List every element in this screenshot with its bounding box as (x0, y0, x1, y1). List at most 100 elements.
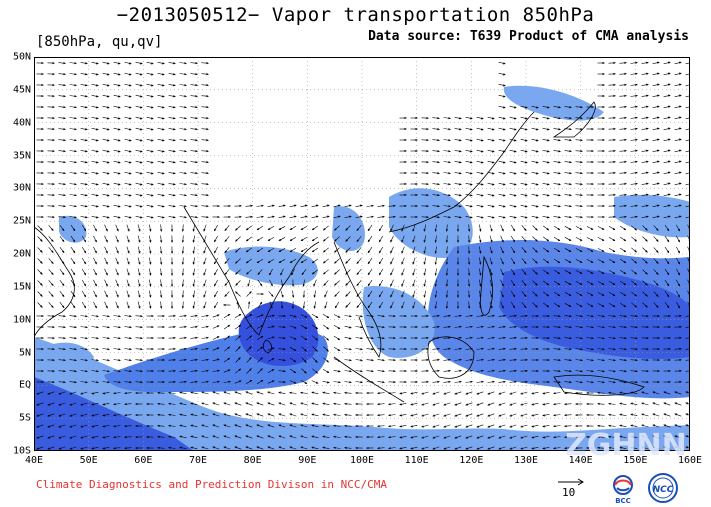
flux-arrow (619, 325, 627, 329)
flux-arrow (149, 279, 152, 287)
flux-arrow (234, 402, 242, 406)
flux-arrow (608, 315, 616, 318)
flux-arrow (498, 138, 506, 142)
flux-arrow (289, 347, 297, 351)
flux-arrow (377, 358, 385, 362)
flux-arrow (434, 301, 437, 309)
flux-arrow (91, 326, 99, 329)
flux-arrow (597, 337, 605, 340)
shade-area-south-dark (34, 377, 194, 451)
flux-arrow (224, 225, 230, 231)
flux-arrow (432, 215, 440, 219)
flux-arrow (467, 257, 471, 265)
flux-arrow (487, 149, 495, 153)
flux-arrow (300, 225, 308, 231)
flux-arrow (201, 193, 209, 197)
flux-arrow (399, 403, 407, 406)
flux-arrow (113, 193, 121, 197)
flux-arrow (289, 402, 297, 406)
flux-arrow (434, 268, 437, 276)
flux-arrow (663, 160, 671, 164)
flux-arrow (510, 235, 516, 243)
flux-arrow (345, 236, 351, 242)
flux-arrow (323, 269, 329, 275)
flux-arrow (201, 127, 209, 131)
flux-arrow (311, 236, 319, 242)
flux-arrow (36, 391, 44, 395)
flux-arrow (267, 226, 275, 230)
flux-arrow (575, 171, 583, 175)
flux-arrow (333, 402, 341, 405)
flux-arrow (498, 424, 506, 428)
flux-arrow (344, 413, 352, 417)
flux-arrow (663, 391, 671, 395)
flux-arrow (278, 391, 286, 394)
flux-arrow (642, 236, 648, 242)
flux-arrow (454, 194, 462, 197)
lon-tick-label: 160E (677, 455, 703, 466)
flux-arrow (664, 246, 670, 254)
flux-arrow (179, 161, 187, 164)
flux-arrow (36, 424, 44, 428)
flux-arrow (663, 83, 671, 87)
flux-arrow (135, 193, 143, 197)
flux-arrow (553, 302, 561, 308)
flux-arrow (146, 61, 154, 65)
flux-arrow (479, 279, 482, 287)
svg-text:ZGHNN: ZGHNN (565, 428, 687, 463)
flux-arrow (302, 279, 305, 287)
flux-arrow (664, 290, 670, 298)
flux-arrow (157, 161, 165, 164)
flux-arrow (168, 446, 176, 449)
flux-arrow (311, 225, 319, 231)
flux-arrow (278, 369, 286, 373)
flux-arrow (181, 257, 185, 265)
flux-arrow (619, 138, 627, 142)
lon-tick-label: 40E (24, 455, 44, 466)
flux-arrow (137, 268, 141, 276)
flux-arrow (509, 215, 517, 219)
lon-tick-label: 90E (298, 455, 317, 466)
flux-arrow (467, 235, 471, 243)
flux-arrow (487, 446, 495, 450)
flux-arrow (179, 402, 187, 405)
flux-arrow (434, 279, 437, 287)
flux-arrow (608, 280, 616, 286)
flux-arrow (542, 183, 550, 186)
flux-arrow (168, 139, 176, 142)
flux-arrow (378, 257, 384, 265)
lat-tick-label: 30N (12, 182, 31, 194)
flux-arrow (377, 380, 385, 384)
flux-arrow (521, 225, 527, 231)
flux-arrow (135, 336, 143, 340)
flux-arrow (663, 182, 671, 186)
lon-tick-label: 120E (459, 455, 484, 466)
flux-arrow (345, 280, 351, 286)
flux-arrow (124, 402, 132, 406)
flux-arrow (366, 314, 374, 318)
flux-arrow (663, 402, 671, 406)
flux-arrow (102, 392, 110, 395)
flux-arrow (289, 380, 297, 384)
flux-arrow (312, 335, 318, 341)
flux-arrow (509, 391, 517, 395)
coast-new-guinea (553, 374, 645, 396)
flux-arrow (553, 425, 561, 428)
flux-arrow (476, 336, 484, 339)
flux-arrow (267, 413, 275, 417)
flux-arrow (641, 127, 649, 130)
flux-arrow (532, 280, 538, 286)
flux-arrow (245, 324, 253, 330)
flux-arrow (498, 446, 506, 450)
flux-arrow (311, 258, 319, 264)
flux-arrow (322, 204, 330, 208)
flux-arrow (597, 303, 605, 307)
flux-arrow (443, 380, 451, 384)
flux-arrow (553, 392, 561, 395)
flux-arrow (212, 325, 220, 329)
flux-arrow (674, 105, 682, 109)
flux-arrow (531, 171, 539, 175)
flux-arrow (443, 446, 451, 450)
flux-arrow (81, 224, 87, 232)
flux-arrow (652, 435, 660, 439)
